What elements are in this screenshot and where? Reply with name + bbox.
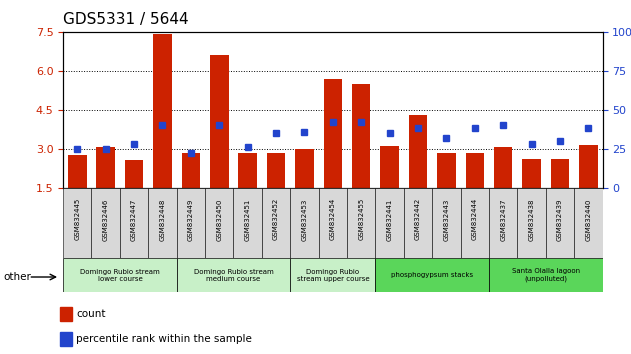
Bar [295,149,314,188]
Text: GSM832440: GSM832440 [586,198,591,241]
FancyBboxPatch shape [546,188,574,258]
FancyBboxPatch shape [177,258,290,292]
FancyBboxPatch shape [148,188,177,258]
Bar [59,307,71,321]
Text: other: other [3,272,31,282]
Text: GSM832439: GSM832439 [557,198,563,241]
FancyBboxPatch shape [205,188,233,258]
FancyBboxPatch shape [461,188,489,258]
FancyBboxPatch shape [574,188,603,258]
Text: GSM832444: GSM832444 [472,198,478,240]
Bar [409,115,427,188]
FancyBboxPatch shape [375,258,489,292]
Text: GSM832447: GSM832447 [131,198,137,241]
Bar [579,145,598,188]
FancyBboxPatch shape [262,188,290,258]
FancyBboxPatch shape [63,188,91,258]
FancyBboxPatch shape [319,188,347,258]
Text: GSM832442: GSM832442 [415,198,421,240]
FancyBboxPatch shape [489,258,603,292]
Bar [239,153,257,188]
FancyBboxPatch shape [91,188,120,258]
FancyBboxPatch shape [290,258,375,292]
Text: GSM832450: GSM832450 [216,198,222,241]
Bar [210,55,228,188]
Text: GSM832445: GSM832445 [74,198,80,240]
Bar [182,153,200,188]
Text: GSM832443: GSM832443 [444,198,449,241]
FancyBboxPatch shape [290,188,319,258]
Text: GSM832452: GSM832452 [273,198,279,240]
FancyBboxPatch shape [233,188,262,258]
Text: GSM832449: GSM832449 [188,198,194,241]
Bar [68,155,86,188]
Bar [380,146,399,188]
Bar [97,147,115,188]
Bar [551,159,569,188]
Text: percentile rank within the sample: percentile rank within the sample [76,333,252,344]
Bar [267,153,285,188]
FancyBboxPatch shape [432,188,461,258]
Text: GSM832448: GSM832448 [160,198,165,241]
Text: GSM832451: GSM832451 [245,198,251,241]
Text: Santa Olalla lagoon
(unpolluted): Santa Olalla lagoon (unpolluted) [512,268,580,282]
Text: GSM832441: GSM832441 [387,198,392,241]
FancyBboxPatch shape [517,188,546,258]
Bar [352,84,370,188]
Text: GSM832453: GSM832453 [302,198,307,241]
Text: GSM832446: GSM832446 [103,198,109,241]
Bar [437,153,456,188]
Bar [153,34,172,188]
Text: Domingo Rubio
stream upper course: Domingo Rubio stream upper course [297,269,369,282]
FancyBboxPatch shape [489,188,517,258]
Bar [59,332,71,346]
Text: Domingo Rubio stream
medium course: Domingo Rubio stream medium course [194,269,273,282]
Bar [522,159,541,188]
Bar [466,153,484,188]
FancyBboxPatch shape [63,258,177,292]
FancyBboxPatch shape [120,188,148,258]
Text: GSM832455: GSM832455 [358,198,364,240]
FancyBboxPatch shape [177,188,205,258]
FancyBboxPatch shape [404,188,432,258]
FancyBboxPatch shape [347,188,375,258]
Text: GSM832438: GSM832438 [529,198,534,241]
Text: GSM832454: GSM832454 [330,198,336,240]
Bar [125,160,143,188]
Text: phosphogypsum stacks: phosphogypsum stacks [391,272,473,278]
Text: GDS5331 / 5644: GDS5331 / 5644 [63,12,189,27]
Text: GSM832437: GSM832437 [500,198,506,241]
Bar [324,79,342,188]
Bar [494,147,512,188]
FancyBboxPatch shape [375,188,404,258]
Text: Domingo Rubio stream
lower course: Domingo Rubio stream lower course [80,269,160,282]
Text: count: count [76,309,105,319]
